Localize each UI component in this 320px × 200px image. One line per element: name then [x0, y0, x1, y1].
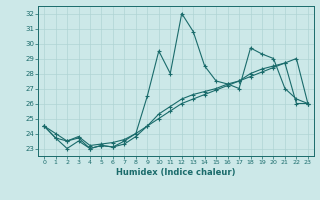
- X-axis label: Humidex (Indice chaleur): Humidex (Indice chaleur): [116, 168, 236, 177]
